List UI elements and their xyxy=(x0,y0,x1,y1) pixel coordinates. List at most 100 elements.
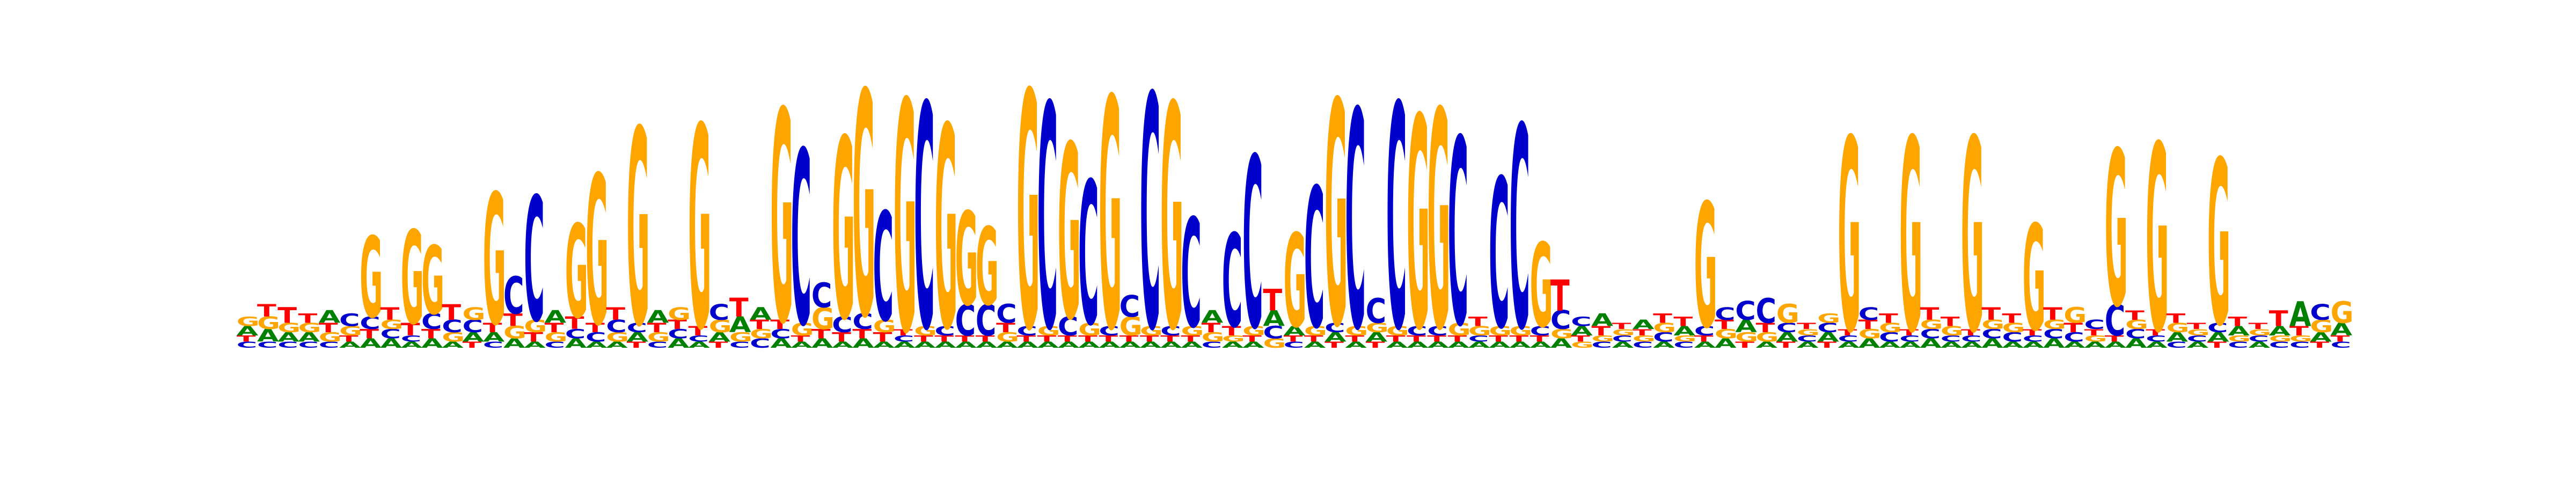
logo-letter-G: G xyxy=(339,324,362,339)
logo-letter-G: G xyxy=(1571,340,1594,350)
logo-letter-G: G xyxy=(1591,334,1614,343)
logo-letter-G: G xyxy=(1612,327,1635,337)
logo-letter-A: A xyxy=(1345,340,1367,350)
logo-letter-G: G xyxy=(1284,207,1307,356)
logo-letter-A: A xyxy=(380,336,402,351)
logo-letter-G: G xyxy=(1509,324,1532,339)
logo-letter-T: T xyxy=(1345,334,1365,343)
logo-letter-A: A xyxy=(565,336,587,351)
logo-letter-C: C xyxy=(1324,320,1345,335)
logo-letter-C: C xyxy=(380,326,401,341)
logo-letter-T: T xyxy=(1530,334,1550,343)
logo-letter-A: A xyxy=(832,340,854,350)
logo-letter-C: C xyxy=(1489,136,1509,375)
logo-letter-T: T xyxy=(1078,334,1098,343)
logo-letter-T: T xyxy=(832,330,851,345)
logo-letter-C: C xyxy=(1961,334,1982,343)
logo-letter-G: G xyxy=(996,330,1019,345)
logo-letter-A: A xyxy=(1899,340,1921,350)
logo-letter-C: C xyxy=(2228,340,2249,350)
logo-letter-G: G xyxy=(2063,303,2087,328)
logo-letter-A: A xyxy=(750,304,772,324)
logo-letter-C: C xyxy=(2002,330,2023,345)
logo-letter-T: T xyxy=(709,340,729,350)
logo-letter-C: C xyxy=(996,299,1016,329)
logo-letter-T: T xyxy=(360,326,379,341)
logo-letter-G: G xyxy=(1324,38,1348,396)
logo-letter-A: A xyxy=(1078,340,1100,350)
logo-letter-G: G xyxy=(1879,320,1902,335)
logo-letter-C: C xyxy=(709,300,729,325)
logo-letter-T: T xyxy=(1448,334,1468,343)
logo-letter-C: C xyxy=(976,296,996,346)
logo-letter-G: G xyxy=(298,320,321,335)
logo-letter-G: G xyxy=(1181,324,1204,339)
logo-letter-G: G xyxy=(627,74,650,386)
logo-letter-G: G xyxy=(647,330,670,345)
logo-letter-G: G xyxy=(421,227,444,336)
logo-letter-A: A xyxy=(2289,295,2311,334)
logo-letter-G: G xyxy=(2331,295,2354,330)
logo-letter-C: C xyxy=(1941,334,1962,343)
logo-letter-G: G xyxy=(401,204,424,354)
logo-letter-C: C xyxy=(586,330,606,345)
logo-letter-C: C xyxy=(1817,320,1838,335)
logo-letter-T: T xyxy=(2146,327,2165,337)
logo-letter-C: C xyxy=(1776,320,1797,335)
logo-letter-T: T xyxy=(380,304,400,324)
logo-letter-T: T xyxy=(1755,320,1775,335)
logo-letter-A: A xyxy=(545,308,567,327)
logo-letter-A: A xyxy=(873,340,895,350)
logo-letter-C: C xyxy=(1099,324,1119,339)
logo-letter-A: A xyxy=(1961,340,1983,350)
logo-letter-C: C xyxy=(565,326,586,341)
logo-letter-C: C xyxy=(1468,334,1489,343)
logo-letter-T: T xyxy=(1366,340,1386,350)
logo-letter-G: G xyxy=(914,324,937,339)
logo-letter-C: C xyxy=(1140,29,1160,402)
logo-letter-C: C xyxy=(1304,149,1324,372)
logo-letter-G: G xyxy=(955,186,978,335)
logo-letter-C: C xyxy=(606,317,626,336)
logo-letter-A: A xyxy=(729,312,751,337)
logo-letter-A: A xyxy=(2310,330,2332,345)
logo-letter-A: A xyxy=(1776,330,1798,345)
logo-letter-G: G xyxy=(873,317,896,336)
logo-letter-A: A xyxy=(1653,340,1675,350)
logo-letter-A: A xyxy=(1489,340,1511,350)
logo-letter-G: G xyxy=(1242,324,1265,339)
logo-letter-T: T xyxy=(524,330,543,345)
logo-letter-C: C xyxy=(1427,324,1448,339)
logo-letter-A: A xyxy=(319,308,341,327)
logo-letter-T: T xyxy=(647,320,667,335)
logo-letter-T: T xyxy=(1694,334,1714,343)
logo-letter-T: T xyxy=(2105,334,2125,343)
logo-letter-T: T xyxy=(1571,334,1591,343)
logo-letter-C: C xyxy=(1612,334,1633,343)
logo-letter-T: T xyxy=(1058,334,1078,343)
logo-letter-A: A xyxy=(2228,324,2250,339)
logo-letter-A: A xyxy=(1571,324,1593,339)
logo-letter-A: A xyxy=(237,324,259,339)
